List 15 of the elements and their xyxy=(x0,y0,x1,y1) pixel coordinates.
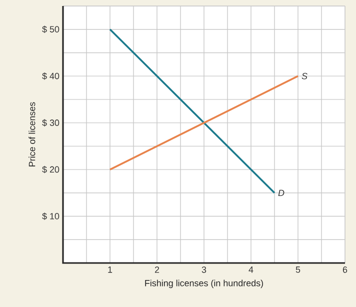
x-tick-label: 5 xyxy=(296,266,300,273)
y-tick-label: $ 40 xyxy=(42,72,60,80)
x-tick-label: 1 xyxy=(108,266,112,273)
y-tick-label: $ 10 xyxy=(42,212,60,220)
y-axis-title: Price of licenses xyxy=(28,102,36,166)
x-axis-title: Fishing licenses (in hundreds) xyxy=(145,280,263,288)
x-tick-label: 4 xyxy=(248,266,254,273)
series-label: D xyxy=(278,190,284,196)
y-tick-label: $ 30 xyxy=(42,119,60,126)
x-tick-label: 2 xyxy=(154,266,160,273)
y-tick-label: $ 50 xyxy=(42,26,60,33)
x-tick-label: 3 xyxy=(202,266,206,273)
y-tick-label: $ 20 xyxy=(42,166,60,174)
x-tick-label: 6 xyxy=(342,266,348,273)
series-label: S xyxy=(302,72,308,80)
